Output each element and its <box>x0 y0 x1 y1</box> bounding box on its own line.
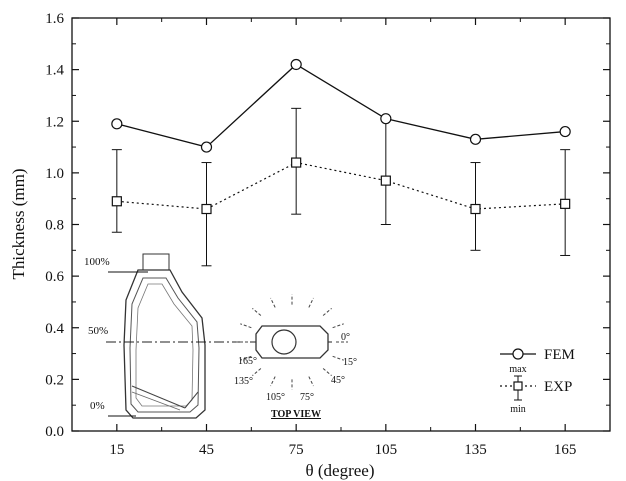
percent-label-50: 50% <box>88 325 108 337</box>
exp-point <box>470 203 481 215</box>
sun-ray <box>252 307 262 316</box>
top-view-illustration: 0° 15° 45° 75° 105° 135° 165° TOP VIEW <box>234 294 357 420</box>
legend-exp-label: EXP <box>544 379 572 395</box>
y-axis-title: Thickness (mm) <box>9 169 28 280</box>
angle-label-105: 105° <box>266 392 285 403</box>
y-tick-label: 0.0 <box>45 424 64 440</box>
fem-point <box>200 141 213 153</box>
x-tick-label: 165 <box>554 442 577 458</box>
angle-label-0: 0° <box>341 332 350 343</box>
x-tick-label: 75 <box>289 442 304 458</box>
y-tick-label: 1.4 <box>45 63 64 79</box>
sun-ray <box>322 368 332 377</box>
bottle-cap <box>142 253 170 271</box>
bottle-base-line-2 <box>131 391 181 411</box>
sun-ray <box>270 297 276 308</box>
y-tick-label: 0.4 <box>45 321 64 337</box>
y-tick-label: 0.2 <box>45 372 64 388</box>
legend-max-label: max <box>509 364 526 375</box>
percent-label-0: 0% <box>90 400 105 412</box>
y-tick-label: 0.6 <box>45 269 64 285</box>
x-tick-label: 105 <box>375 442 398 458</box>
bottle-base-line <box>131 385 186 409</box>
sun-ray <box>308 376 314 387</box>
fem-point <box>290 58 302 71</box>
sun-ray <box>252 368 262 377</box>
legend-fem-marker <box>512 348 524 360</box>
legend-fem-label: FEM <box>544 347 575 363</box>
bottle-illustration: 100% 50% 0% <box>84 253 335 419</box>
angle-label-45: 45° <box>331 375 345 386</box>
axis-tick-labels: 0.0 0.2 0.4 0.6 0.8 1.0 1.2 1.4 1.6 15 45 75 105 135 1… <box>45 11 576 458</box>
sun-ray <box>308 297 314 308</box>
x-axis-title: θ (degree) <box>305 461 374 480</box>
exp-point <box>201 203 212 215</box>
bottle-base-line-3 <box>184 391 199 409</box>
legend-exp-marker <box>513 381 523 391</box>
legend: FEM EXP max min <box>500 347 575 415</box>
sun-ray <box>332 323 344 329</box>
series-layer <box>111 58 571 267</box>
exp-point <box>111 196 122 207</box>
angle-label-135: 135° <box>234 376 253 387</box>
sun-rays <box>236 294 348 390</box>
axes-ticks <box>72 17 610 432</box>
x-tick-label: 135 <box>464 442 487 458</box>
angle-label-165: 165° <box>238 356 257 367</box>
fem-series-line <box>116 63 566 148</box>
sun-ray <box>332 355 344 361</box>
sun-ray <box>270 376 276 387</box>
x-tick-label: 45 <box>199 442 214 458</box>
x-tick-label: 15 <box>109 442 124 458</box>
y-tick-label: 1.0 <box>45 166 64 182</box>
top-view-neck <box>271 329 297 355</box>
fem-point <box>380 113 392 125</box>
y-tick-label: 1.6 <box>45 11 64 27</box>
exp-point <box>560 198 571 209</box>
bottle-inner-outline <box>129 277 200 413</box>
exp-series-line <box>116 161 566 210</box>
sun-ray <box>240 355 252 361</box>
exp-point <box>291 157 302 168</box>
fem-point <box>111 118 123 130</box>
angle-label-15: 15° <box>343 357 357 368</box>
percent-label-100: 100% <box>84 256 110 268</box>
sun-ray <box>322 307 332 316</box>
fem-point <box>469 133 482 145</box>
exp-point <box>380 175 391 186</box>
fem-point <box>559 125 571 138</box>
legend-min-label: min <box>510 404 526 415</box>
angle-label-75: 75° <box>300 392 314 403</box>
y-tick-label: 0.8 <box>45 218 64 234</box>
top-view-caption: TOP VIEW <box>271 409 321 420</box>
y-tick-label: 1.2 <box>45 114 64 130</box>
sun-ray <box>240 323 252 329</box>
